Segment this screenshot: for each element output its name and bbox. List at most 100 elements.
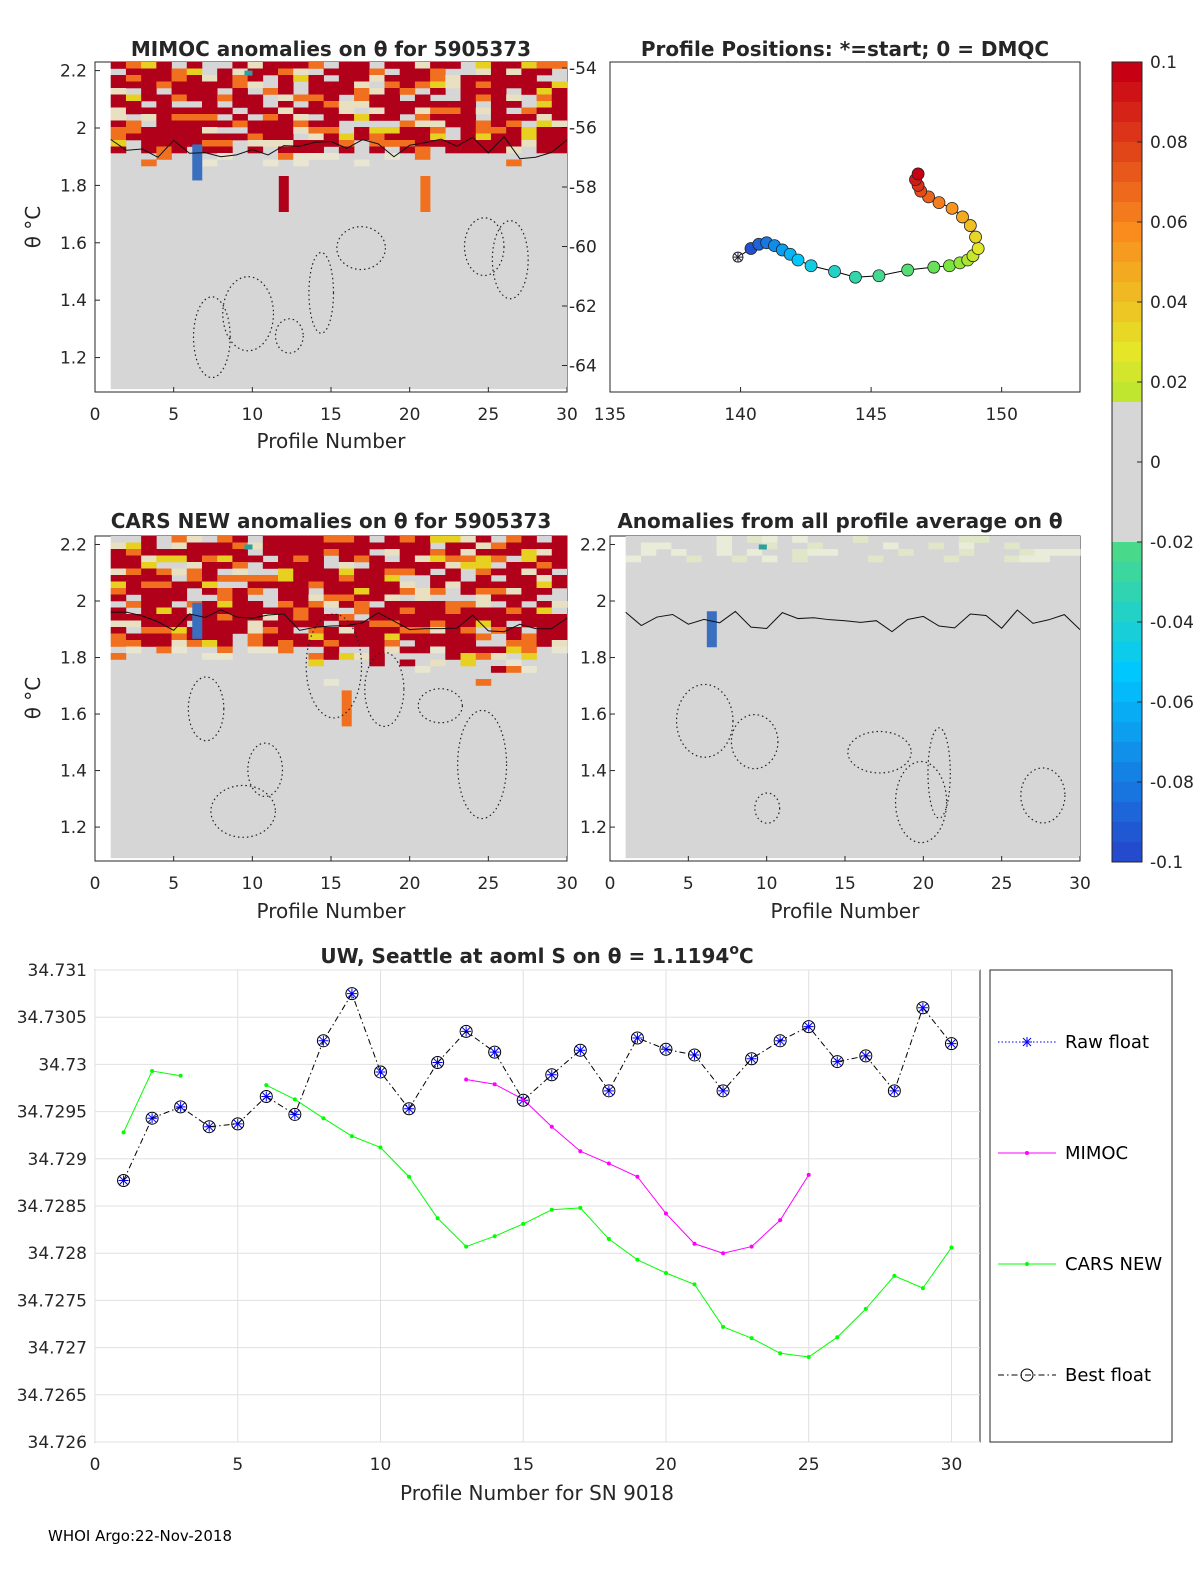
cars-cell xyxy=(430,614,446,621)
series-cars-new-point xyxy=(835,1335,840,1340)
mimoc-cell xyxy=(369,88,385,95)
cars-cell xyxy=(141,607,157,615)
mimoc-cell xyxy=(506,159,522,167)
series-best-float-point xyxy=(174,1100,188,1114)
colorbar-segment xyxy=(1112,182,1142,203)
cars-contour xyxy=(305,613,363,719)
cars-cell xyxy=(217,575,233,582)
mimoc-cell xyxy=(110,94,127,102)
cars-xlabel: Profile Number xyxy=(257,899,407,923)
cars-cell xyxy=(475,620,492,628)
mimoc-cell xyxy=(232,101,248,108)
series-best-float-point xyxy=(117,1174,131,1188)
allavg-cell xyxy=(716,549,732,556)
mimoc-cell xyxy=(551,88,568,95)
mimoc-cell xyxy=(475,140,492,147)
mimoc-cell xyxy=(156,101,172,108)
mimoc-cell xyxy=(293,159,309,167)
cars-cell xyxy=(506,549,522,556)
cars-cell xyxy=(354,536,370,543)
mimoc-cell xyxy=(445,62,461,69)
mimoc-cell xyxy=(262,127,279,134)
cars-cell xyxy=(460,646,477,654)
mimoc-cell xyxy=(278,153,294,160)
mimoc-cell xyxy=(262,140,279,147)
cars-cell xyxy=(308,562,324,569)
cars-cell xyxy=(125,633,142,641)
cars-cell xyxy=(338,594,355,602)
cars-cell xyxy=(384,542,401,550)
cars-cell xyxy=(536,542,553,550)
series-best-float-point xyxy=(859,1049,873,1063)
mimoc-cell xyxy=(293,75,309,82)
cars-cell xyxy=(217,620,233,628)
cars-cell xyxy=(354,594,370,602)
mimoc-cell xyxy=(156,133,172,141)
cars-cell xyxy=(201,575,218,582)
mimoc-cell xyxy=(551,114,568,121)
cars-cell xyxy=(278,581,294,589)
mimoc-cell xyxy=(354,81,370,89)
cars-contour xyxy=(417,688,463,724)
mimoc-cell xyxy=(186,68,203,76)
mimoc-ytick-label: 2 xyxy=(76,119,87,139)
positions-point xyxy=(927,260,941,274)
cars-cell xyxy=(156,581,172,589)
positions-xtick-label: 135 xyxy=(594,405,626,425)
mimoc-cell xyxy=(186,140,203,147)
cars-cell xyxy=(521,588,537,595)
cars-xtick-label: 30 xyxy=(556,874,578,894)
mimoc-cell xyxy=(171,75,188,82)
mimoc-cell xyxy=(490,75,507,82)
mimoc-cell xyxy=(156,114,172,121)
mimoc-cell xyxy=(490,114,507,121)
cars-cell xyxy=(445,640,461,647)
mimoc-cell xyxy=(323,120,340,128)
cars-cell xyxy=(308,555,324,563)
cars-cell xyxy=(460,549,477,556)
cars-cell xyxy=(278,575,294,582)
mimoc-xtick-label: 25 xyxy=(478,405,500,425)
mimoc-cell xyxy=(217,133,233,141)
cars-cell xyxy=(460,620,477,628)
allavg-cell xyxy=(746,549,763,556)
cars-cell xyxy=(460,581,477,589)
cars-cell xyxy=(490,588,507,595)
cars-cell xyxy=(278,627,294,634)
cars-cell xyxy=(475,588,492,595)
mimoc-cell xyxy=(110,127,127,134)
cars-cell xyxy=(247,542,264,550)
colorbar-segment xyxy=(1112,722,1142,743)
mimoc-cell xyxy=(308,107,324,115)
salinity-xlabel: Profile Number for SN 9018 xyxy=(400,1481,674,1505)
allavg-cell xyxy=(958,542,975,550)
mimoc-cell xyxy=(232,133,248,141)
cars-cell xyxy=(156,627,172,634)
series-mimoc-point xyxy=(492,1082,497,1087)
cars-cell xyxy=(232,575,248,582)
allavg-cell xyxy=(761,542,778,550)
colorbar-tick-label: 0.04 xyxy=(1150,293,1188,313)
cars-cell xyxy=(262,575,279,582)
mimoc-cell xyxy=(232,94,248,102)
cars-cell xyxy=(354,653,370,660)
mimoc-cell xyxy=(262,133,279,141)
mimoc-cell xyxy=(551,94,568,102)
mimoc-contour xyxy=(308,251,335,334)
cars-cell xyxy=(521,614,537,621)
cars-cell xyxy=(384,601,401,608)
mimoc-cell xyxy=(201,88,218,95)
cars-cell xyxy=(308,607,324,615)
mimoc-cell xyxy=(338,133,355,141)
mimoc-cell xyxy=(354,101,370,108)
mimoc-title: MIMOC anomalies on θ for 5905373 xyxy=(131,37,531,61)
cars-cell xyxy=(323,588,340,595)
cars-cell xyxy=(399,568,416,576)
cars-cell xyxy=(384,607,401,615)
cars-cell xyxy=(110,542,127,550)
legend-raw-float-label: Raw float xyxy=(1065,1032,1149,1053)
mimoc-cell xyxy=(171,140,188,147)
mimoc-cell xyxy=(125,107,142,115)
mimoc-cell xyxy=(490,62,507,69)
colorbar-segment xyxy=(1112,682,1142,703)
